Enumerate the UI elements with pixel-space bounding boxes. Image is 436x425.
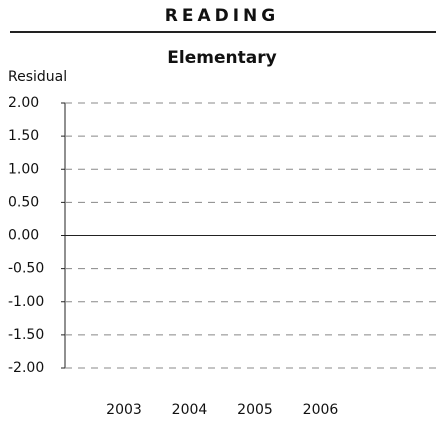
y-axis-label: Residual	[8, 69, 67, 85]
page-header: READING	[165, 6, 279, 26]
y-tick-label: -1.50	[8, 327, 44, 343]
x-tick-label: 2004	[172, 402, 208, 418]
y-tick-label: 1.50	[8, 128, 39, 144]
y-tick-label: -1.00	[8, 294, 44, 310]
y-tick-label: 0.00	[8, 228, 39, 244]
y-tick-label: -2.00	[8, 360, 44, 376]
y-tick-label: 0.50	[8, 194, 39, 210]
x-tick-label: 2005	[237, 402, 273, 418]
y-tick-label: 1.00	[8, 161, 39, 177]
y-tick-label: -0.50	[8, 261, 44, 277]
y-tick-label: 2.00	[8, 95, 39, 111]
chart-title: Elementary	[167, 48, 276, 68]
x-tick-label: 2003	[106, 402, 142, 418]
x-tick-label: 2006	[303, 402, 339, 418]
